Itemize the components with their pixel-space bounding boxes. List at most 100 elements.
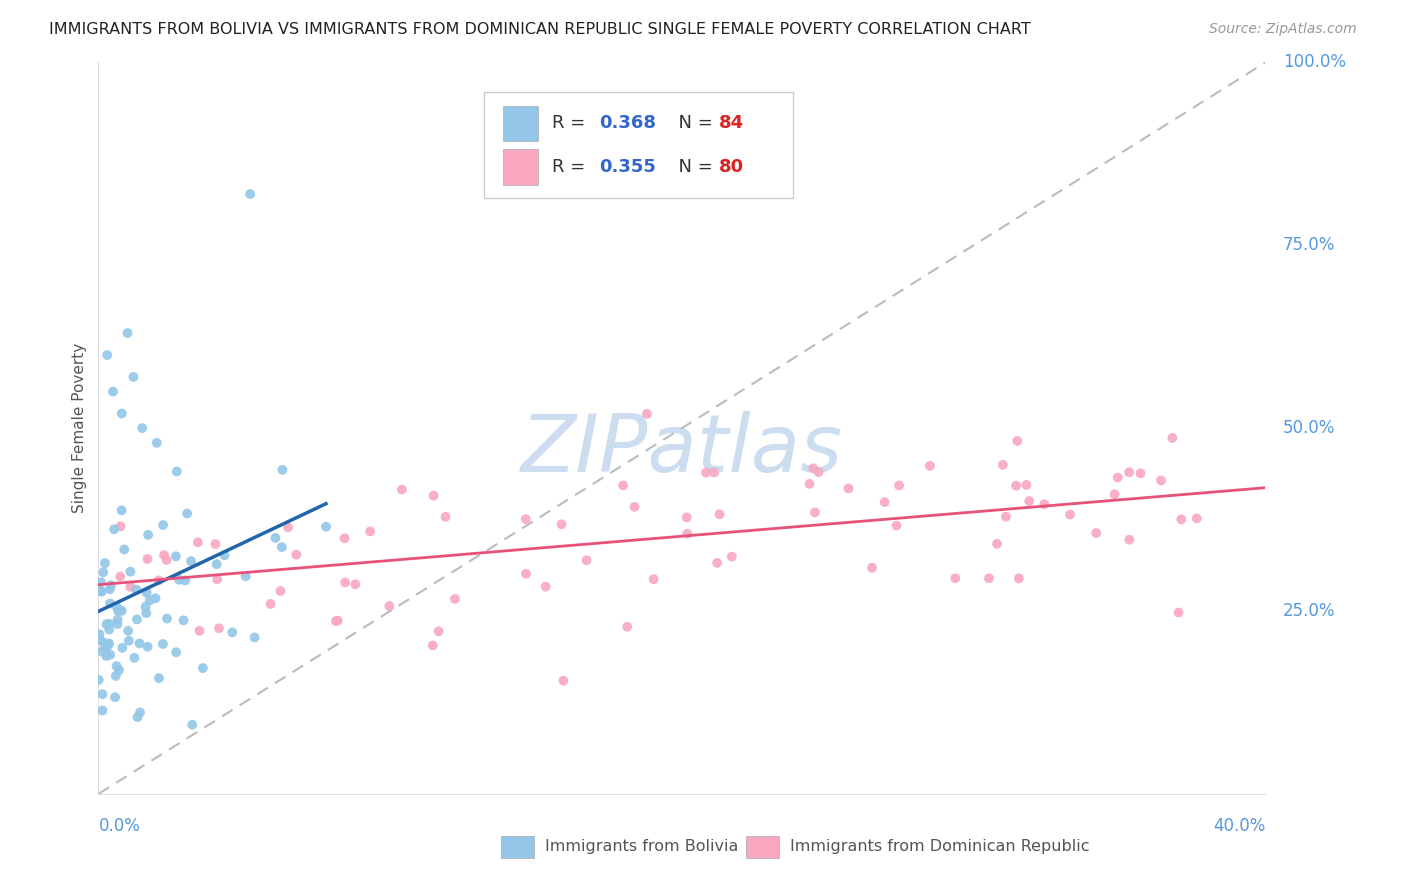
Bar [503, 150, 538, 185]
Point [575, 553, 598, 567]
Point [214, 549, 236, 563]
Point [111, 407, 134, 421]
Point [427, 624, 450, 639]
Point [235, 569, 257, 583]
Point [860, 560, 883, 574]
Point [1107, 470, 1129, 484]
Point [709, 508, 731, 522]
Point [943, 571, 966, 585]
Point [124, 650, 146, 665]
Point [108, 663, 131, 677]
Point [444, 591, 467, 606]
Point [105, 659, 128, 673]
FancyBboxPatch shape [484, 92, 793, 198]
Point [534, 580, 557, 594]
Bar [503, 105, 538, 141]
Point [181, 718, 204, 732]
Point [94, 556, 117, 570]
Point [271, 463, 294, 477]
Text: 75.0%: 75.0% [1282, 236, 1336, 254]
Point [110, 503, 132, 517]
Point [994, 509, 1017, 524]
Point [156, 611, 179, 625]
Text: 0.368: 0.368 [599, 114, 657, 132]
Point [165, 645, 187, 659]
Point [93, 635, 115, 649]
Point [325, 614, 347, 628]
Point [148, 574, 170, 588]
Point [118, 633, 141, 648]
Point [90, 575, 112, 590]
Point [434, 509, 457, 524]
Text: R =: R = [553, 158, 592, 176]
Point [153, 548, 176, 562]
Point [176, 507, 198, 521]
Point [135, 606, 157, 620]
Point [333, 575, 356, 590]
Point [98, 597, 121, 611]
Point [1150, 474, 1173, 488]
Text: 50.0%: 50.0% [1282, 419, 1336, 437]
Point [127, 710, 149, 724]
Point [100, 578, 122, 592]
Point [90, 584, 112, 599]
Point [991, 458, 1014, 472]
Point [1008, 571, 1031, 585]
Point [167, 573, 190, 587]
Point [108, 569, 131, 583]
Point [98, 648, 121, 662]
Point [180, 554, 202, 568]
Point [97, 638, 120, 652]
Point [155, 553, 177, 567]
Point [191, 661, 214, 675]
Point [131, 421, 153, 435]
Point [799, 476, 821, 491]
Point [807, 465, 830, 479]
Point [91, 644, 114, 658]
Point [720, 549, 742, 564]
Bar [747, 836, 779, 857]
Point [91, 566, 114, 580]
Point [111, 604, 134, 618]
Point [98, 623, 121, 637]
Point [422, 489, 444, 503]
Point [801, 461, 824, 475]
Point [837, 482, 859, 496]
Point [264, 531, 287, 545]
Point [107, 613, 129, 627]
Point [135, 585, 157, 599]
Point [1161, 431, 1184, 445]
Point [1085, 526, 1108, 541]
Point [91, 687, 114, 701]
Point [208, 621, 231, 635]
Point [188, 624, 211, 638]
Point [1118, 465, 1140, 479]
Text: N =: N = [666, 158, 718, 176]
Point [107, 617, 129, 632]
Point [887, 478, 910, 492]
Point [87, 673, 110, 687]
Text: N =: N = [666, 114, 718, 132]
Point [553, 673, 575, 688]
Point [148, 671, 170, 685]
Point [174, 574, 197, 588]
Point [89, 627, 111, 641]
Text: ZIPatlas: ZIPatlas [520, 411, 844, 489]
Point [104, 690, 127, 705]
Point [129, 706, 152, 720]
Point [173, 613, 195, 627]
Point [1059, 508, 1081, 522]
Point [94, 640, 117, 655]
Point [136, 552, 159, 566]
Point [616, 620, 638, 634]
Text: Source: ZipAtlas.com: Source: ZipAtlas.com [1209, 22, 1357, 37]
Point [977, 571, 1000, 585]
Point [804, 505, 827, 519]
Point [315, 520, 337, 534]
Point [344, 577, 367, 591]
Point [1104, 487, 1126, 501]
Point [104, 669, 127, 683]
Point [675, 510, 697, 524]
Text: 0.0%: 0.0% [98, 817, 141, 835]
Point [422, 639, 444, 653]
